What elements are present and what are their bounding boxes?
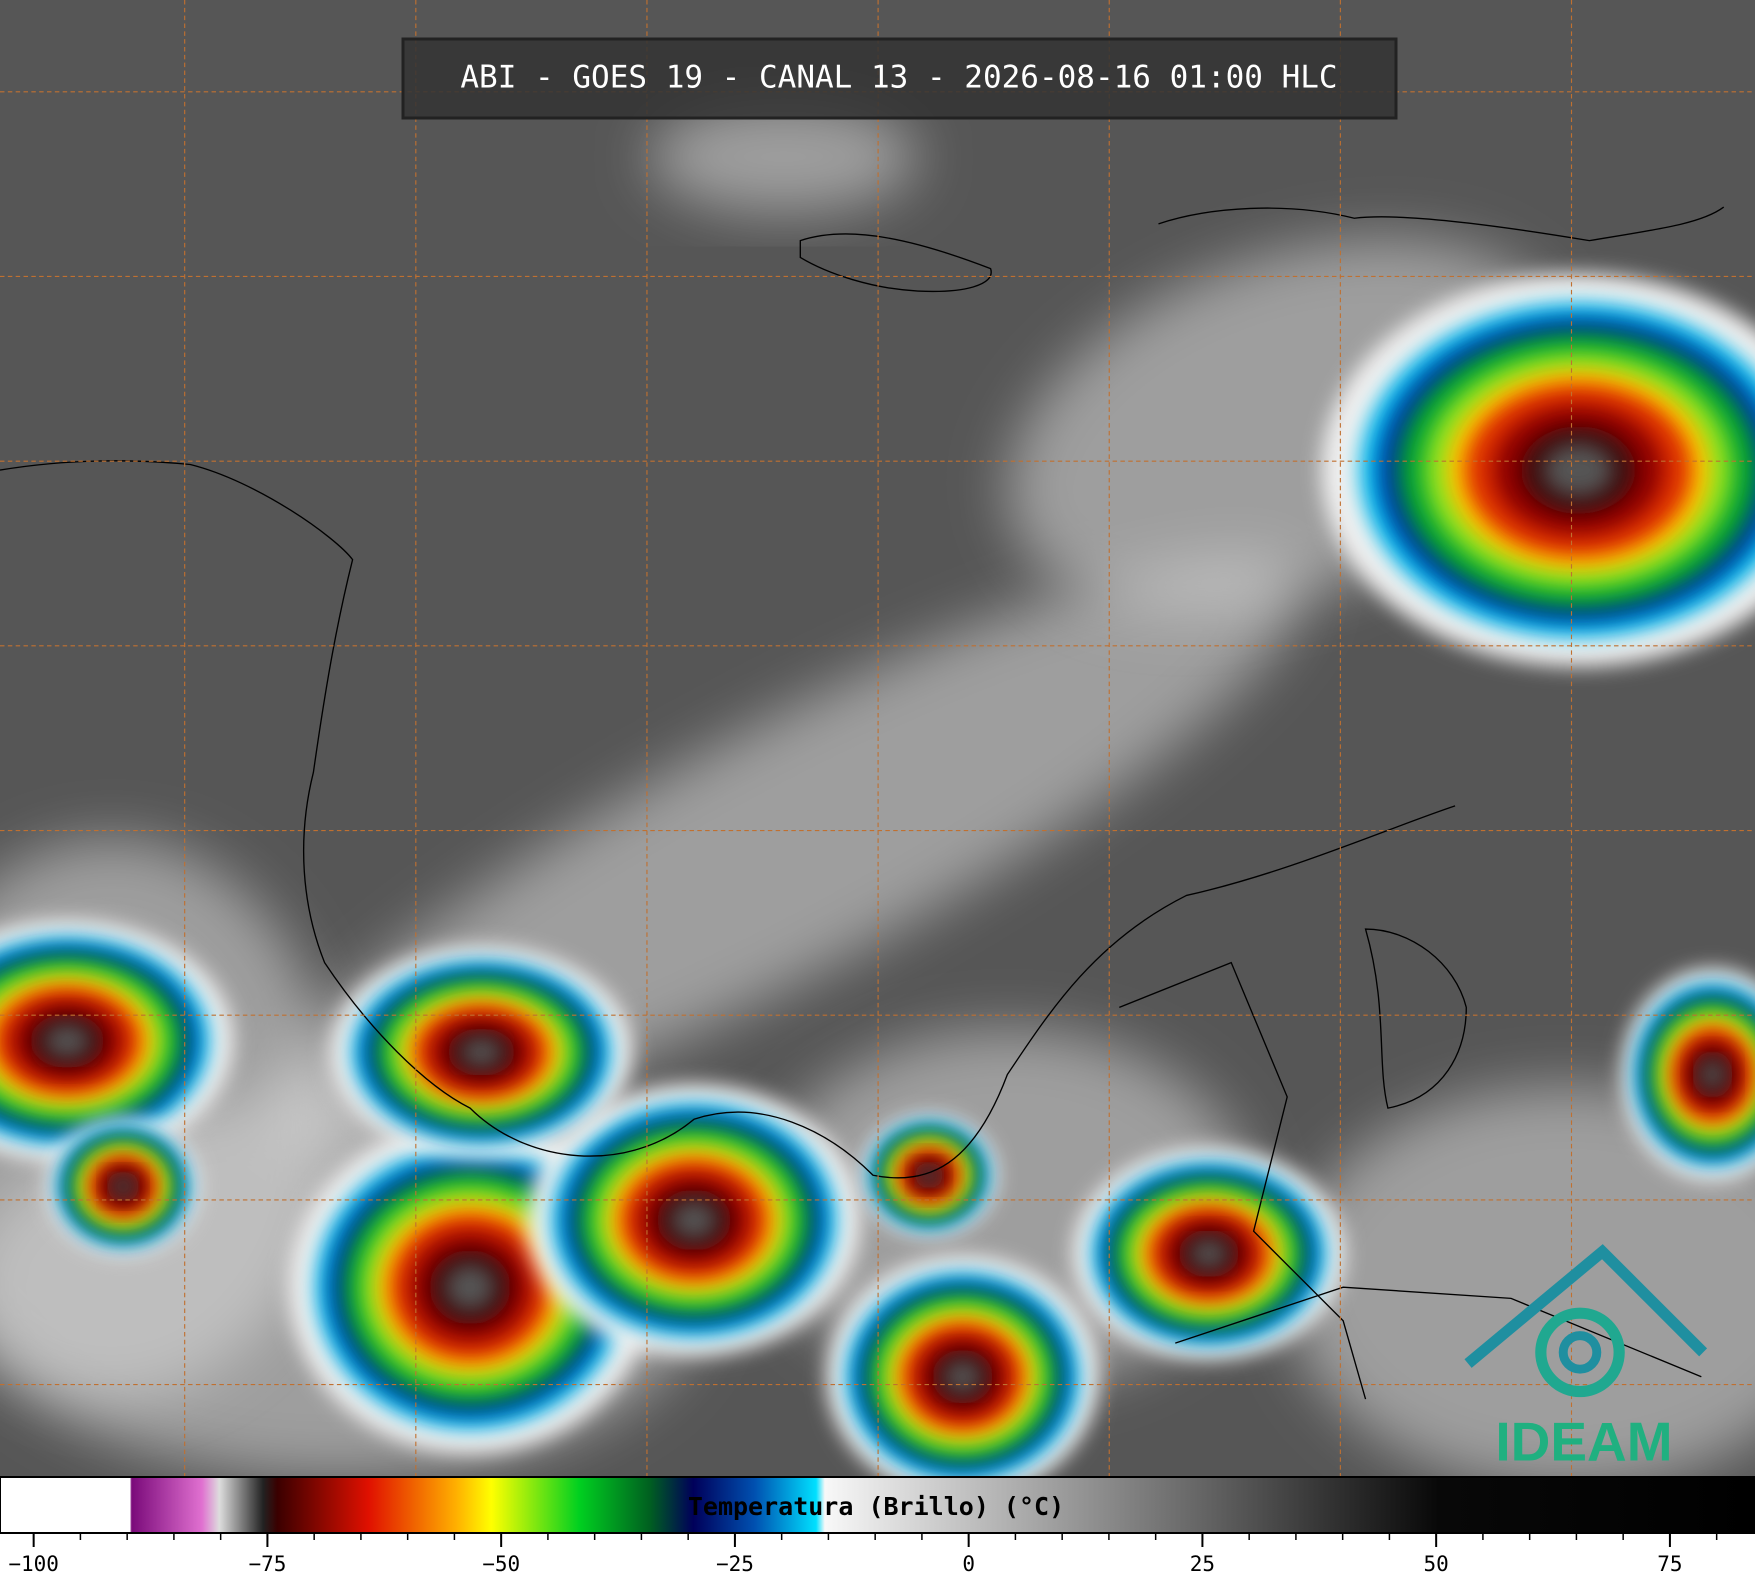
tick-label: 75	[1657, 1552, 1682, 1576]
storm-layer	[445, 1265, 495, 1310]
storm-layer	[113, 1177, 134, 1196]
haze	[649, 100, 918, 213]
storm-layer	[1700, 1060, 1725, 1089]
logo-mark	[1464, 1244, 1708, 1398]
colorbar-label: Temperatura (Brillo) (°C)	[688, 1492, 1064, 1521]
storm-layer	[1543, 443, 1613, 497]
storm-layer	[944, 1360, 981, 1393]
tick-label: 50	[1424, 1552, 1449, 1576]
tick-label: −75	[248, 1552, 286, 1576]
title-box	[401, 37, 1398, 120]
graticule	[0, 0, 1755, 1476]
storm-layer	[1190, 1239, 1227, 1268]
haze	[1287, 1085, 1755, 1476]
clouds	[0, 100, 1755, 1476]
tick-label: −25	[716, 1552, 754, 1576]
title: ABI - GOES 19 - CANAL 13 - 2026-08-16 01…	[460, 60, 1337, 96]
map: ABI - GOES 19 - CANAL 13 - 2026-08-16 01…	[0, 0, 1755, 1476]
colorbar-ticks: −100 −75 −50 −25 0 25 50 75	[8, 1533, 1718, 1576]
storm-layer	[671, 1201, 717, 1239]
tick-label: 25	[1190, 1552, 1215, 1576]
storm-layer	[461, 1038, 502, 1067]
colorbar	[0, 1476, 1755, 1534]
storm-layer	[44, 1024, 90, 1058]
coastlines	[0, 206, 1725, 1400]
tick-label: −100	[8, 1552, 59, 1576]
tick-label: 0	[962, 1552, 975, 1576]
tick-label: −50	[482, 1552, 520, 1576]
logo-text: IDEAM	[1495, 1411, 1672, 1473]
